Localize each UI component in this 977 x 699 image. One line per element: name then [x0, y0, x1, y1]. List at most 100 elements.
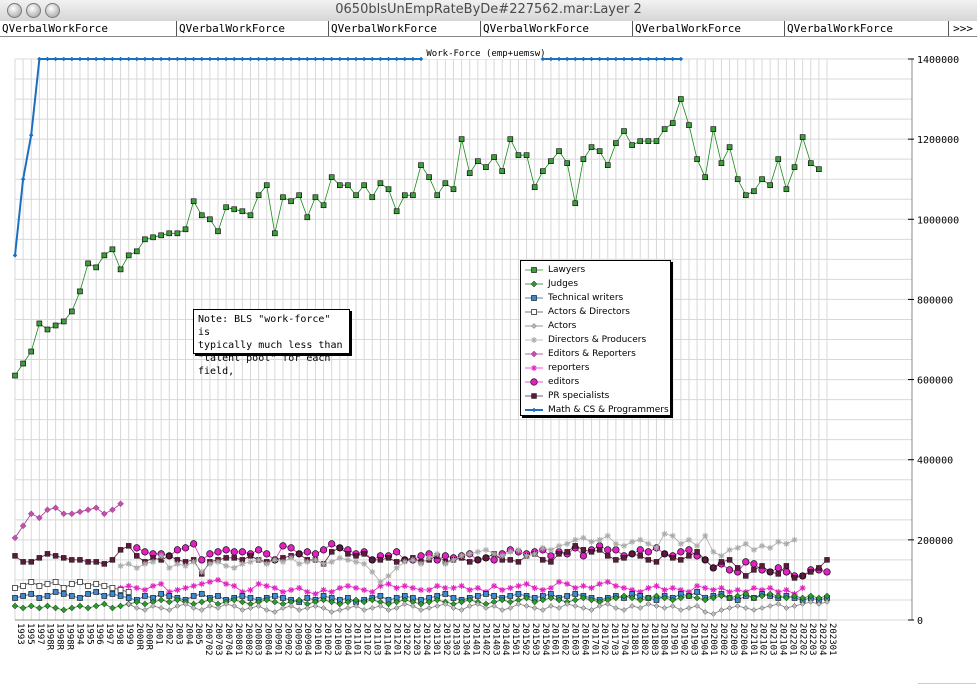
- judges-point: [76, 602, 84, 610]
- more-tabs-button[interactable]: >>>: [948, 21, 973, 36]
- x-tick-label: 200702: [203, 623, 213, 656]
- title-background: [427, 49, 541, 59]
- lawyers-point: [288, 198, 294, 205]
- pr-specialists-point: [361, 551, 367, 557]
- lawyers-point: [816, 166, 822, 172]
- x-tick-label: 202103: [768, 623, 778, 656]
- judges-point: [758, 592, 766, 600]
- close-button[interactable]: [7, 3, 22, 18]
- directors-producers-point: [279, 558, 286, 565]
- actors-point: [637, 605, 644, 611]
- editors-point: [823, 568, 831, 576]
- actors-directors-point: [36, 583, 43, 589]
- legend-point: [531, 365, 537, 371]
- x-tick-label: 200903: [292, 623, 302, 656]
- lawyers-point: [320, 202, 327, 209]
- technical-writers-point: [77, 595, 83, 601]
- judges-point: [360, 598, 368, 606]
- actors-point: [410, 603, 416, 609]
- lawyers-point: [580, 156, 587, 162]
- directors-producers-point: [547, 546, 554, 553]
- directors-producers-point: [174, 560, 181, 567]
- x-tick-label: 1998R: [65, 623, 75, 651]
- pr-specialists-point: [759, 563, 765, 569]
- window-titlebar[interactable]: 0650blsUnEmpRateByDe#227562.mar:Layer 2: [0, 0, 977, 22]
- pr-specialists-point: [475, 557, 481, 563]
- pr-specialists-point: [743, 573, 749, 579]
- minimize-button[interactable]: [26, 3, 41, 18]
- math-cs-programmers-point: [629, 56, 635, 62]
- y-axis: 0 200000 400000 600000 800000 1000000 1200000 1…: [908, 55, 959, 627]
- x-tick-label: 201801: [629, 623, 639, 656]
- layer-tab[interactable]: QVerbalWorkForce: [480, 21, 632, 36]
- lawyers-point: [393, 208, 400, 215]
- x-tick-label: 201404: [500, 623, 510, 656]
- x-tick-label: 200803: [253, 623, 263, 656]
- zoom-button[interactable]: [45, 3, 60, 18]
- judges-point: [385, 600, 392, 608]
- lawyers-point: [190, 198, 197, 205]
- layer-tab[interactable]: QVerbalWorkForce: [328, 21, 480, 36]
- resize-grip[interactable]: [918, 683, 976, 698]
- reporters-point: [685, 588, 692, 595]
- actors-point: [572, 603, 579, 609]
- reporters-point: [279, 588, 286, 595]
- lawyers-point: [613, 140, 619, 146]
- directors-producers-point: [564, 540, 571, 547]
- lawyers-point: [223, 204, 229, 211]
- pr-specialists-point: [556, 551, 562, 557]
- lawyers-point: [272, 230, 278, 237]
- pr-specialists-point: [247, 553, 254, 559]
- pr-specialists-point: [345, 551, 351, 557]
- reporters-point: [377, 582, 384, 589]
- legend-label: Directors & Producers: [548, 335, 647, 345]
- math-cs-programmers-point: [654, 56, 659, 62]
- legend-point: [531, 309, 537, 315]
- reporters-point: [182, 584, 189, 591]
- technical-writers-point: [20, 593, 26, 599]
- reporters-point: [239, 588, 246, 595]
- layer-tab[interactable]: QVerbalWorkForce: [784, 21, 936, 36]
- technical-writers-point: [280, 595, 286, 601]
- reporters-point: [515, 582, 522, 589]
- x-tick-label: 202001: [708, 623, 718, 656]
- math-cs-programmers-point: [418, 56, 424, 62]
- judges-point: [498, 596, 506, 604]
- lawyers-point: [418, 162, 424, 168]
- x-tick-label: 2002: [164, 623, 174, 645]
- pr-specialists-point: [117, 547, 124, 553]
- layer-tab[interactable]: QVerbalWorkForce: [2, 22, 108, 35]
- reporters-point: [629, 586, 636, 593]
- x-tick-label: 201903: [688, 623, 698, 656]
- math-cs-programmers-point: [402, 56, 408, 62]
- directors-producers-point: [604, 532, 611, 539]
- legend-item: Lawyers: [524, 263, 670, 277]
- actors-point: [645, 601, 652, 607]
- lawyers-point: [726, 144, 733, 150]
- judges-point: [669, 596, 677, 604]
- math-cs-programmers-point: [61, 56, 67, 62]
- judges-point: [239, 598, 246, 606]
- pr-specialists-point: [751, 567, 757, 573]
- judges-point: [44, 602, 51, 610]
- directors-producers-point: [377, 578, 384, 585]
- pr-specialists-point: [93, 559, 99, 565]
- x-tick-label: 201402: [480, 623, 490, 656]
- actors-directors-point: [101, 583, 108, 589]
- lawyers-point: [52, 322, 59, 329]
- lawyers-point: [645, 138, 652, 144]
- math-cs-programmers-point: [85, 56, 91, 62]
- editors-point: [303, 548, 311, 556]
- actors-point: [280, 605, 286, 611]
- reporters-point: [734, 586, 741, 593]
- actors-directors-point: [52, 579, 59, 585]
- actors-point: [767, 603, 774, 609]
- actors-point: [807, 599, 814, 605]
- layer-tab[interactable]: QVerbalWorkForce: [632, 21, 784, 36]
- actors-point: [629, 603, 635, 609]
- series-editors-reporters: [11, 500, 124, 542]
- actors-directors-point: [85, 583, 91, 589]
- layer-tab[interactable]: QVerbalWorkForce: [176, 21, 328, 36]
- actors-point: [515, 601, 522, 607]
- x-tick-label: 201301: [431, 623, 441, 656]
